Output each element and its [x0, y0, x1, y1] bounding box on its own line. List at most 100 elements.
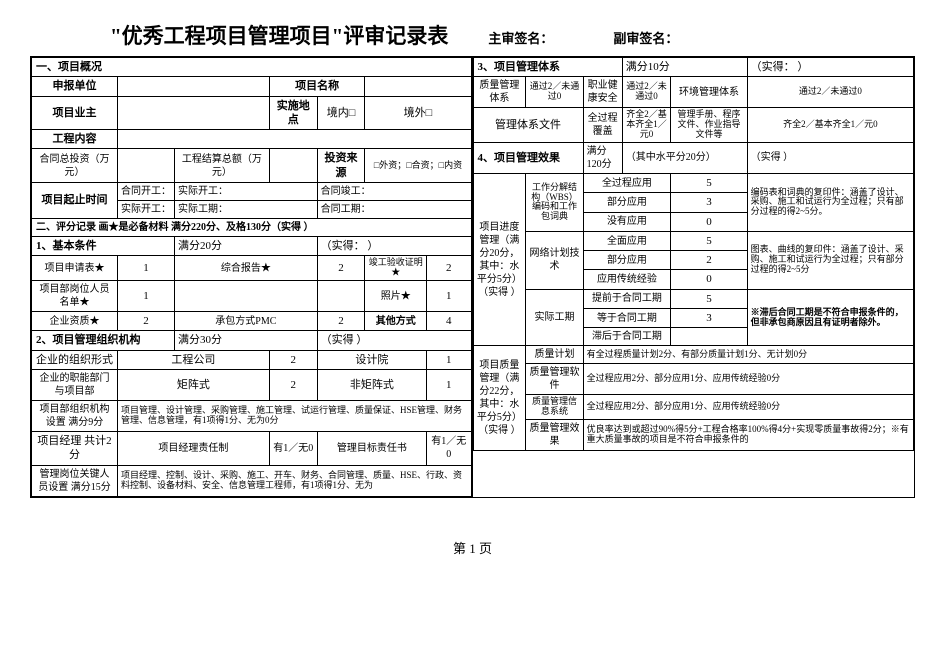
contract-score: 2 — [317, 312, 365, 331]
net-full-score: 5 — [671, 231, 747, 250]
qual-info-label: 质量管理信息系统 — [526, 395, 583, 420]
eng-co-score: 2 — [269, 350, 317, 369]
net-note: 图表、曲线的复印件：涵盖了设计、采购、施工和试运行为全过程；只有部分过程的得2~… — [747, 231, 913, 289]
org-setup-label: 项目部组织机构设置 满分9分 — [32, 401, 118, 432]
design-inst-score: 1 — [427, 350, 471, 369]
page-footer: 第 1 页 — [30, 538, 915, 557]
total-invest-value[interactable] — [118, 149, 175, 183]
right-column: 3、项目管理体系 满分10分 （实得： ） 质量管理体系 通过2／未通过0 职业… — [473, 57, 915, 497]
key-staff-label: 管理岗位关键人员设置 满分15分 — [32, 465, 118, 496]
wbs-label: 工作分解结构（WBS）编码和工作包词典 — [526, 173, 583, 231]
progress-mgmt-label: 项目进度管理（满分20分，其中：水平分5分）（实得 ） — [473, 173, 526, 345]
project-name-label: 项目名称 — [269, 77, 365, 96]
co-signature-label: 副审签名： — [613, 28, 678, 47]
empty-cell-1 — [175, 281, 318, 312]
wbs-none-score: 0 — [671, 212, 747, 231]
contract-start[interactable]: 合同开工： — [118, 183, 175, 201]
pm-resp-label: 项目经理责任制 — [118, 432, 270, 466]
report-score: 2 — [317, 256, 365, 281]
ahead-label: 提前于合同工期 — [583, 289, 671, 308]
actual-start-2[interactable]: 实际开工： — [118, 201, 175, 219]
apply-form-score: 1 — [118, 256, 175, 281]
matrix-score: 2 — [269, 370, 317, 401]
qms-opts: 通过2／未通过0 — [526, 77, 583, 108]
ems-opts: 通过2／未通过0 — [747, 77, 913, 108]
section-1-title: 一、项目概况 — [32, 58, 472, 77]
cover-opts: 齐全2／基本齐全1／元0 — [622, 108, 671, 143]
staff-score: 1 — [118, 281, 175, 312]
qual-effect-label: 质量管理效果 — [526, 420, 583, 451]
apply-unit-value[interactable] — [118, 77, 270, 96]
header: "优秀工程项目管理项目"评审记录表 主审签名： 副审签名： — [30, 20, 915, 50]
ohs-opts: 通过2／未通过0 — [622, 77, 671, 108]
wbs-partial-label: 部分应用 — [583, 193, 671, 212]
contract-end[interactable]: 合同竣工： — [317, 183, 471, 201]
qual-sw-opts: 全过程应用2分、部分应用1分、应用传统经验0分 — [583, 364, 913, 395]
pm-target-label: 管理目标责任书 — [317, 432, 426, 466]
report-label: 综合报告★ — [175, 256, 318, 281]
left-column: 一、项目概况 申报单位 项目名称 项目业主 实施地点 境内□ 境外□ 工程内容 … — [31, 57, 473, 497]
invest-source-opts[interactable]: □外资；□合资；□内资 — [365, 149, 471, 183]
settle-value[interactable] — [269, 149, 317, 183]
photo-label: 照片★ — [365, 281, 427, 312]
qual-label: 企业资质★ — [32, 312, 118, 331]
wbs-full-score: 5 — [671, 173, 747, 192]
qms-label: 质量管理体系 — [473, 77, 526, 108]
owner-value[interactable] — [118, 96, 270, 130]
s2-1-title: 1、基本条件 — [32, 237, 175, 256]
pm-resp-score: 有1／无0 — [269, 432, 317, 466]
s3-title: 3、项目管理体系 — [473, 58, 622, 77]
empty-cell-2 — [317, 281, 365, 312]
net-plan-label: 网络计划技术 — [526, 231, 583, 289]
settle-label: 工程结算总额（万元） — [175, 149, 270, 183]
content-value[interactable] — [118, 130, 471, 149]
complete-score: 2 — [427, 256, 471, 281]
project-name-value[interactable] — [365, 77, 471, 96]
s4-level: （其中水平分20分） — [622, 142, 747, 173]
pm-target-score: 有1／无0 — [427, 432, 471, 466]
owner-label: 项目业主 — [32, 96, 118, 130]
s2-1-actual: （实得： ） — [317, 237, 471, 256]
total-invest-label: 合同总投资（万元） — [32, 149, 118, 183]
equal-label: 等于合同工期 — [583, 309, 671, 328]
s4-title: 4、项目管理效果 — [473, 142, 583, 173]
full-cover-label: 全过程覆盖 — [583, 108, 622, 143]
qual-mgmt-label: 项目质量管理（满分22分，其中：水平分5分）（实得 ） — [473, 346, 526, 451]
wbs-none-label: 没有应用 — [583, 212, 671, 231]
contract-period[interactable]: 合同工期： — [317, 201, 471, 219]
matrix-label: 矩阵式 — [118, 370, 270, 401]
non-matrix-score: 1 — [427, 370, 471, 401]
net-partial-label: 部分应用 — [583, 251, 671, 270]
actual-period[interactable]: 实际工期： — [175, 201, 318, 219]
other-score: 4 — [427, 312, 471, 331]
s4-actual: （实得 ） — [747, 142, 913, 173]
qual-effect-opts: 优良率达到或超过90%得5分+工程合格率100%得4分+实现零质量事故得2分；※… — [583, 420, 913, 451]
form-body: 一、项目概况 申报单位 项目名称 项目业主 实施地点 境内□ 境外□ 工程内容 … — [30, 56, 915, 498]
org-setup-desc: 项目管理、设计管理、采购管理、施工管理、试运行管理、质量保证、HSE管理、财务管… — [118, 401, 471, 432]
overseas-checkbox[interactable]: 境外□ — [365, 96, 471, 130]
eng-co-label: 工程公司 — [118, 350, 270, 369]
net-full-label: 全面应用 — [583, 231, 671, 250]
s2-2-full: 满分30分 — [175, 331, 318, 350]
equal-score: 3 — [671, 309, 747, 328]
wbs-note: 编码表和词典的复印件：涵盖了设计、采购、施工和试运行为全过程；只有部分过程的得2… — [747, 173, 913, 231]
s2-2-actual: （实得 ） — [317, 331, 471, 350]
s2-1-full: 满分20分 — [175, 237, 318, 256]
wbs-full-label: 全过程应用 — [583, 173, 671, 192]
qual-info-opts: 全过程应用2分、部分应用1分、应用传统经验0分 — [583, 395, 913, 420]
domestic-checkbox[interactable]: 境内□ — [317, 96, 365, 130]
manual-opts: 齐全2／基本齐全1／元0 — [747, 108, 913, 143]
section-2-title: 二、评分记录 画★是必备材料 满分220分、及格130分（实得 ） — [32, 219, 472, 237]
period-note: ※滞后合同工期是不符合申报条件的，但非承包商原因且有证明者除外。 — [747, 289, 913, 346]
other-label: 其他方式 — [365, 312, 427, 331]
qual-sw-label: 质量管理软件 — [526, 364, 583, 395]
mgmt-doc-label: 管理体系文件 — [473, 108, 583, 143]
photo-score: 1 — [427, 281, 471, 312]
actual-start[interactable]: 实际开工： — [175, 183, 318, 201]
left-table: 一、项目概况 申报单位 项目名称 项目业主 实施地点 境内□ 境外□ 工程内容 … — [31, 57, 472, 497]
org-form-label: 企业的组织形式 — [32, 350, 118, 369]
location-label: 实施地点 — [269, 96, 317, 130]
qual-plan-opts: 有全过程质量计划2分、有部分质量计划1分、无计划0分 — [583, 346, 913, 364]
apply-unit-label: 申报单位 — [32, 77, 118, 96]
net-partial-score: 2 — [671, 251, 747, 270]
